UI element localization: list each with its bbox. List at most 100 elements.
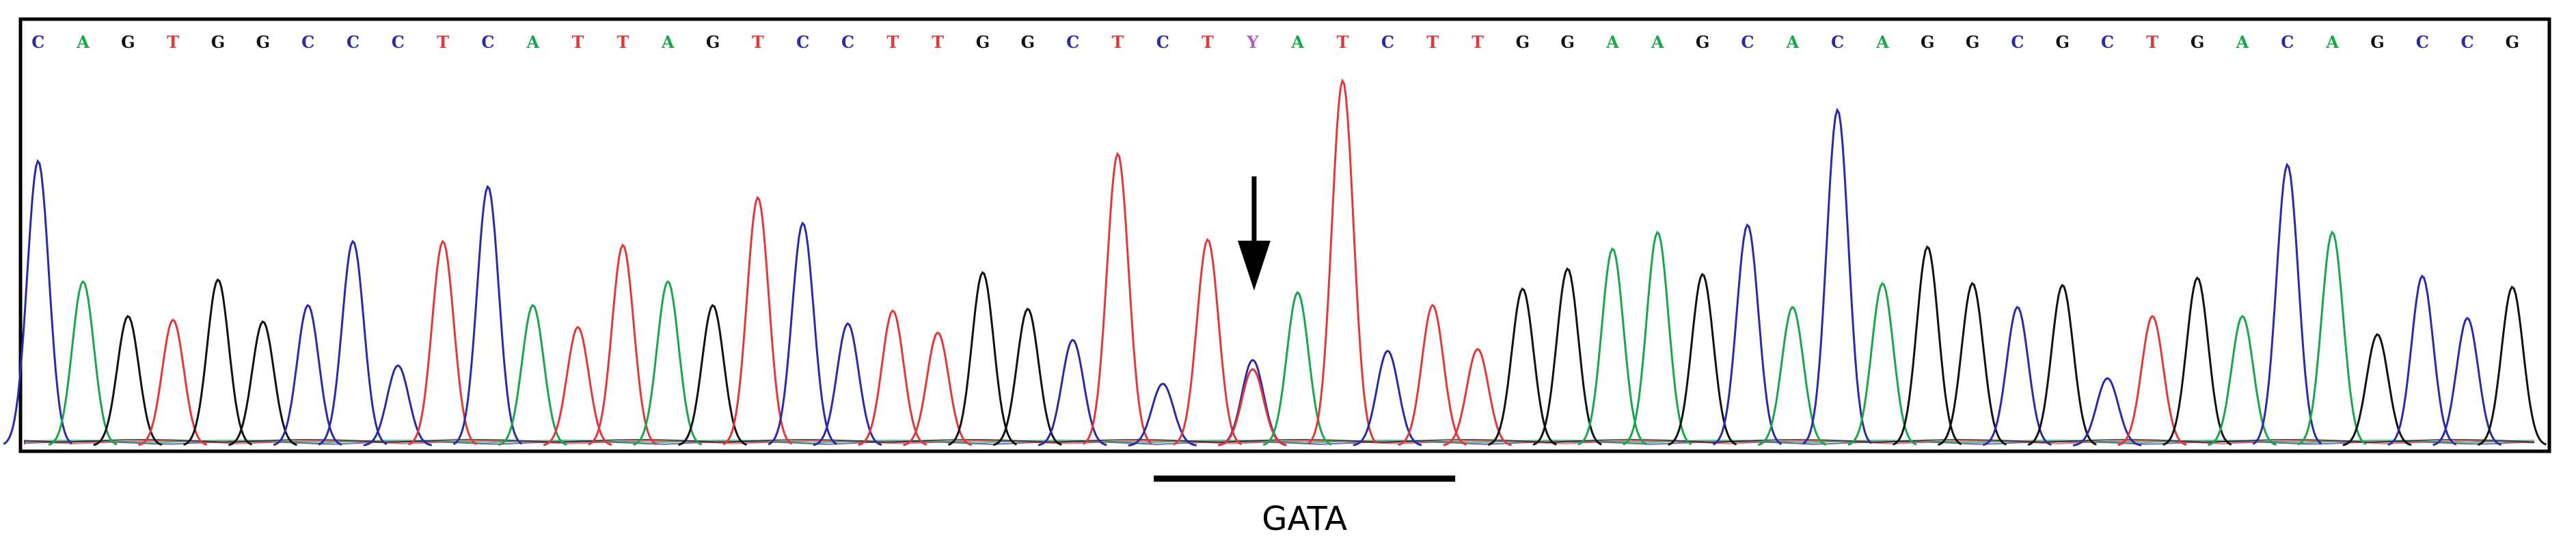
- peak-T: [858, 309, 927, 446]
- peak-C: [363, 364, 433, 446]
- base-call-G: G: [1021, 32, 1035, 52]
- base-call-T: T: [167, 32, 179, 52]
- peak-A: [1262, 291, 1332, 446]
- peak-C: [1128, 382, 1197, 446]
- peak-C: [3, 159, 73, 445]
- base-call-C: C: [347, 32, 360, 52]
- base-call-C: C: [2011, 32, 2024, 52]
- base-call-G: G: [976, 32, 990, 52]
- peak-G: [2163, 276, 2232, 446]
- peak-G: [992, 307, 1062, 446]
- base-call-A: A: [76, 32, 90, 52]
- peak-C: [273, 304, 342, 446]
- base-call-T: T: [1112, 32, 1124, 52]
- base-call-C: C: [1381, 32, 1394, 52]
- base-call-C: C: [1741, 32, 1754, 52]
- base-call-C: C: [1156, 32, 1169, 52]
- peak-T: [1307, 78, 1378, 444]
- base-call-T: T: [886, 32, 899, 52]
- base-call-C: C: [392, 32, 405, 52]
- peak-C: [2252, 162, 2322, 445]
- base-call-G: G: [121, 32, 135, 52]
- base-call-T: T: [1472, 32, 1484, 52]
- peak-G: [947, 271, 1018, 446]
- peak-T: [1398, 304, 1467, 446]
- base-call-C: C: [1066, 32, 1079, 52]
- base-call-T: T: [572, 32, 584, 52]
- gata-motif-label: GATA: [1262, 500, 1347, 538]
- peak-T: [903, 331, 973, 446]
- peak-A: [1757, 306, 1827, 446]
- base-call-G: G: [1516, 32, 1530, 52]
- peak-A: [48, 280, 118, 446]
- peak-C: [1712, 223, 1782, 446]
- base-call-C: C: [2416, 32, 2429, 52]
- peak-C: [1802, 107, 1873, 445]
- base-call-T: T: [2146, 32, 2158, 52]
- base-call-G: G: [2191, 32, 2205, 52]
- base-call-T: T: [932, 32, 944, 52]
- base-call-C: C: [1831, 32, 1844, 52]
- base-call-C: C: [2281, 32, 2294, 52]
- base-call-T: T: [1337, 32, 1349, 52]
- peak-A: [2297, 230, 2367, 446]
- peak-T: [1218, 368, 1287, 446]
- base-call-T: T: [1426, 32, 1439, 52]
- base-call-G: G: [2506, 32, 2520, 52]
- base-call-C: C: [2101, 32, 2114, 52]
- peak-T: [1083, 151, 1152, 445]
- base-call-T: T: [752, 32, 764, 52]
- base-call-A: A: [1785, 32, 1799, 52]
- base-call-T: T: [437, 32, 449, 52]
- base-call-T: T: [616, 32, 629, 52]
- peak-G: [1668, 272, 1737, 446]
- peak-C: [768, 221, 837, 446]
- base-call-C: C: [31, 32, 44, 52]
- peak-T: [588, 243, 657, 446]
- base-call-A: A: [1290, 32, 1304, 52]
- peak-A: [1623, 230, 1692, 446]
- base-call-A: A: [1875, 32, 1889, 52]
- base-call-G: G: [706, 32, 720, 52]
- chromatogram-frame: [18, 17, 2551, 453]
- peak-G: [678, 304, 748, 446]
- base-call-G: G: [1560, 32, 1575, 52]
- base-call-A: A: [2325, 32, 2339, 52]
- base-call-A: A: [661, 32, 675, 52]
- peak-T: [1172, 237, 1243, 446]
- peak-G: [2027, 284, 2097, 446]
- peak-C: [452, 185, 523, 445]
- base-call-A: A: [1651, 32, 1664, 52]
- base-call-C: C: [301, 32, 314, 52]
- peak-G: [2342, 333, 2412, 446]
- peak-C: [318, 239, 388, 446]
- peak-G: [1893, 245, 1962, 446]
- peak-G: [2477, 285, 2547, 446]
- peak-T: [2117, 315, 2187, 446]
- peak-A: [2207, 315, 2277, 446]
- base-call-G: G: [1921, 32, 1935, 52]
- base-call-G: G: [1696, 32, 1710, 52]
- base-call-A: A: [1605, 32, 1619, 52]
- base-call-A: A: [526, 32, 539, 52]
- base-call-T: T: [1202, 32, 1214, 52]
- base-call-C: C: [841, 32, 854, 52]
- base-call-C: C: [481, 32, 494, 52]
- annotations: GATA: [1154, 176, 1456, 538]
- base-call-C: C: [2461, 32, 2474, 52]
- peak-T: [543, 325, 612, 446]
- peak-C: [2387, 274, 2457, 446]
- peak-T: [1443, 347, 1512, 446]
- base-call-G: G: [2370, 32, 2385, 52]
- peak-G: [183, 278, 253, 446]
- base-call-G: G: [256, 32, 271, 52]
- trace-group: [3, 78, 2547, 446]
- base-call-A: A: [2236, 32, 2249, 52]
- base-call-G: G: [211, 32, 226, 52]
- base-call-G: G: [1966, 32, 1980, 52]
- base-call-G: G: [2055, 32, 2070, 52]
- peak-C: [2072, 377, 2142, 446]
- base-call-C: C: [796, 32, 809, 52]
